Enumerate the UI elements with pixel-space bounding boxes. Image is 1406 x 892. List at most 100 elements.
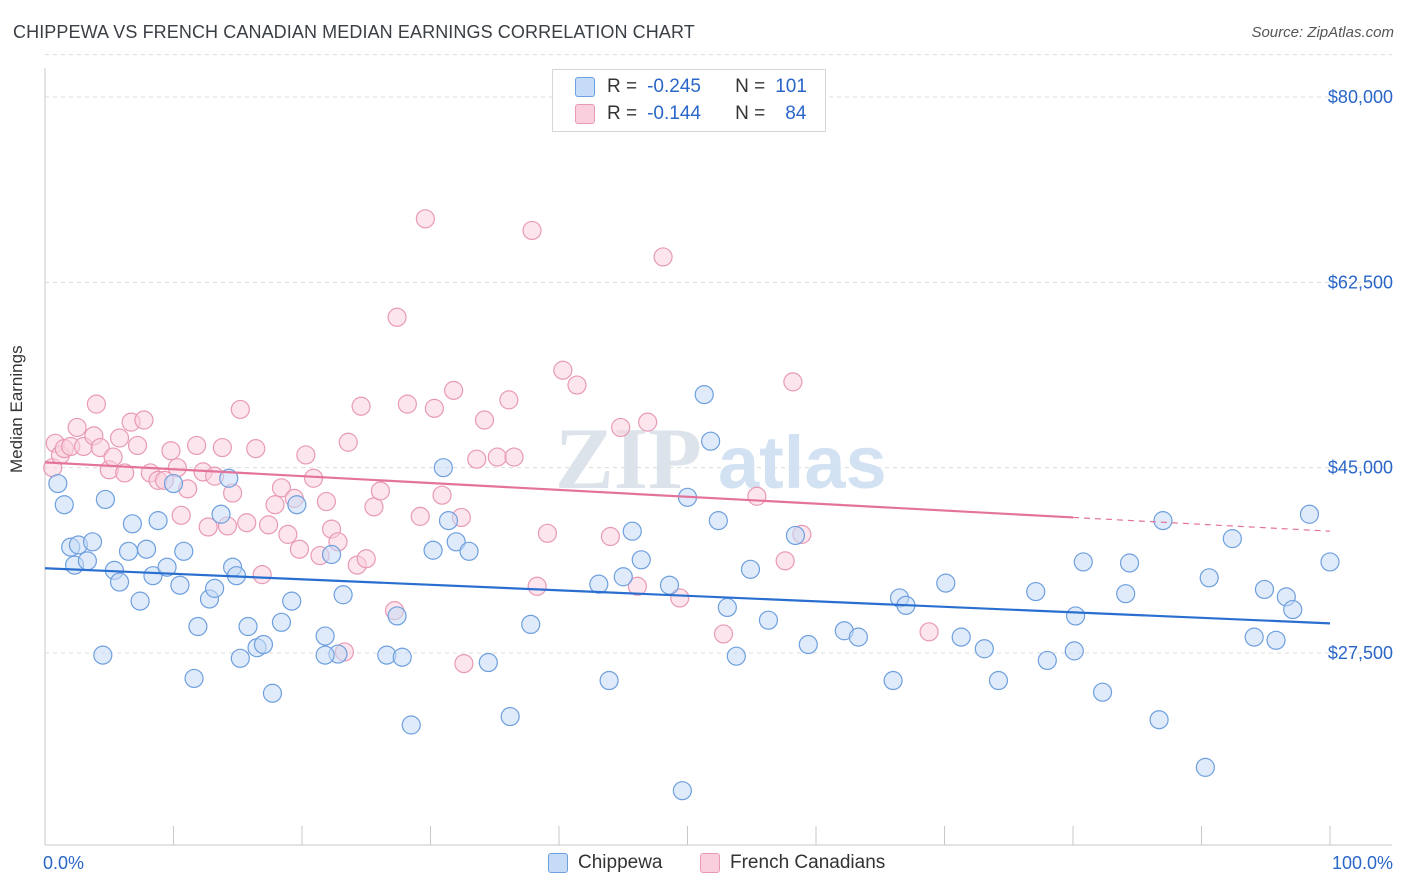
chippewa-point-97 <box>1283 599 1303 620</box>
chippewa-point-32 <box>253 634 274 655</box>
chippewa-point-86 <box>1116 584 1136 604</box>
chippewa-point-87 <box>1119 553 1140 573</box>
x-tick-label-max: 100.0% <box>1332 853 1393 873</box>
chippewa-point-22 <box>188 616 208 637</box>
chippewa-point-99 <box>1320 552 1340 572</box>
chippewa-point-69 <box>785 525 806 546</box>
trend-lines <box>44 461 1331 625</box>
chippewa-point-19 <box>170 575 190 595</box>
french-canadians-point-15 <box>127 435 148 456</box>
chippewa-point-51 <box>478 652 498 673</box>
french-canadians-point-64 <box>467 449 487 469</box>
chippewa-point-80 <box>1026 581 1046 602</box>
french-canadians-point-38 <box>278 524 298 544</box>
french-canadians-point-74 <box>600 526 621 547</box>
french-canadians-swatch <box>575 104 595 124</box>
chippewa-point-50 <box>459 541 479 561</box>
french-canadians-point-34 <box>252 565 272 585</box>
chippewa-point-58 <box>631 550 651 570</box>
legend-item-chippewa: Chippewa <box>548 852 663 874</box>
french-canadians-point-20 <box>161 441 181 461</box>
chippewa-point-95 <box>1266 630 1286 650</box>
french-canadians-point-21 <box>167 458 187 478</box>
chippewa-point-49 <box>446 532 466 552</box>
chippewa-point-65 <box>717 597 737 618</box>
french-canadians-point-79 <box>670 588 690 608</box>
legend-row-chippewa: R = -0.245 N = 101 <box>575 74 807 100</box>
chippewa-point-98 <box>1299 504 1320 524</box>
chippewa-point-26 <box>219 468 239 488</box>
french-canadians-point-77 <box>638 412 658 432</box>
french-canadians-point-42 <box>303 468 324 488</box>
chippewa-point-44 <box>392 647 412 667</box>
axes <box>44 68 1392 846</box>
chippewa-point-10 <box>109 572 130 592</box>
french-canadians-point-59 <box>424 398 444 418</box>
chippewa-point-73 <box>883 670 903 691</box>
chippewa-point-0 <box>48 473 68 494</box>
chippewa-point-36 <box>287 495 307 515</box>
chippewa-point-25 <box>211 504 231 524</box>
chippewa-legend-label: Chippewa <box>578 852 663 873</box>
tick-labels: $27,500 $45,000 $62,500 $80,000 0.0% 100.0% <box>43 87 1393 873</box>
chippewa-point-81 <box>1037 650 1057 671</box>
chippewa-point-79 <box>988 670 1009 691</box>
chippewa-point-48 <box>438 511 459 531</box>
french-canadians-point-76 <box>627 576 647 596</box>
french-canadians-legend-swatch <box>700 853 720 873</box>
french-canadians-point-36 <box>265 495 285 515</box>
chippewa-point-11 <box>118 541 139 561</box>
chippewa-point-84 <box>1073 552 1093 572</box>
chippewa-point-43 <box>387 606 407 626</box>
french-canadians-point-51 <box>356 549 376 569</box>
watermark-atlas: atlas <box>718 421 887 504</box>
french-canadians-point-60 <box>432 485 452 505</box>
french-canadians-point-67 <box>499 390 519 410</box>
chippewa-point-40 <box>333 585 353 605</box>
chippewa-point-29 <box>230 648 250 668</box>
grid-lines <box>45 54 1392 654</box>
chippewa-point-35 <box>282 591 302 611</box>
french-canadians-point-83 <box>783 372 803 392</box>
chippewa-point-41 <box>315 645 335 665</box>
chippewa-point-93 <box>1244 627 1264 647</box>
french-canadians-point-58 <box>415 209 435 229</box>
french-canadians-point-53 <box>370 481 390 501</box>
r-label: R = <box>607 76 638 97</box>
chippewa-point-53 <box>521 614 541 635</box>
french-canadians-point-31 <box>230 399 250 420</box>
chippewa-trend-line <box>44 567 1331 625</box>
french-canadians-point-72 <box>553 360 573 380</box>
chippewa-point-47 <box>433 458 453 478</box>
chippewa-point-38 <box>321 544 342 565</box>
y-tick-label-3: $80,000 <box>1328 87 1393 107</box>
chippewa-n-value: 101 <box>775 76 807 97</box>
french-canadians-point-78 <box>653 247 673 267</box>
french-canadians-point-73 <box>567 375 587 395</box>
y-axis-label: Median Earnings <box>7 345 26 473</box>
series-legend: Chippewa French Canadians <box>0 852 1406 878</box>
chippewa-point-56 <box>613 567 633 587</box>
french-r-value: -0.144 <box>647 103 701 124</box>
x-tick-label-min: 0.0% <box>43 853 84 873</box>
chippewa-point-14 <box>136 539 157 559</box>
french-canadians-legend-label: French Canadians <box>730 852 886 873</box>
french-canadians-trend-extension <box>1072 516 1331 532</box>
correlation-legend: R = -0.245 N = 101 R = -0.144 N = 84 <box>552 69 826 132</box>
chippewa-point-82 <box>1064 641 1084 661</box>
chippewa-points <box>48 384 1340 801</box>
chippewa-point-20 <box>174 541 194 561</box>
french-canadians-point-8 <box>86 394 107 414</box>
chippewa-swatch <box>575 77 595 97</box>
chippewa-point-34 <box>271 612 292 632</box>
french-canadians-point-12 <box>109 428 130 448</box>
chippewa-point-76 <box>936 573 956 593</box>
french-canadians-point-44 <box>316 491 337 512</box>
french-canadians-point-24 <box>187 435 207 456</box>
french-canadians-point-71 <box>537 523 558 543</box>
french-canadians-point-80 <box>713 624 734 644</box>
french-canadians-point-70 <box>527 576 547 596</box>
french-canadians-point-41 <box>296 445 316 465</box>
french-canadians-point-16 <box>134 410 154 430</box>
